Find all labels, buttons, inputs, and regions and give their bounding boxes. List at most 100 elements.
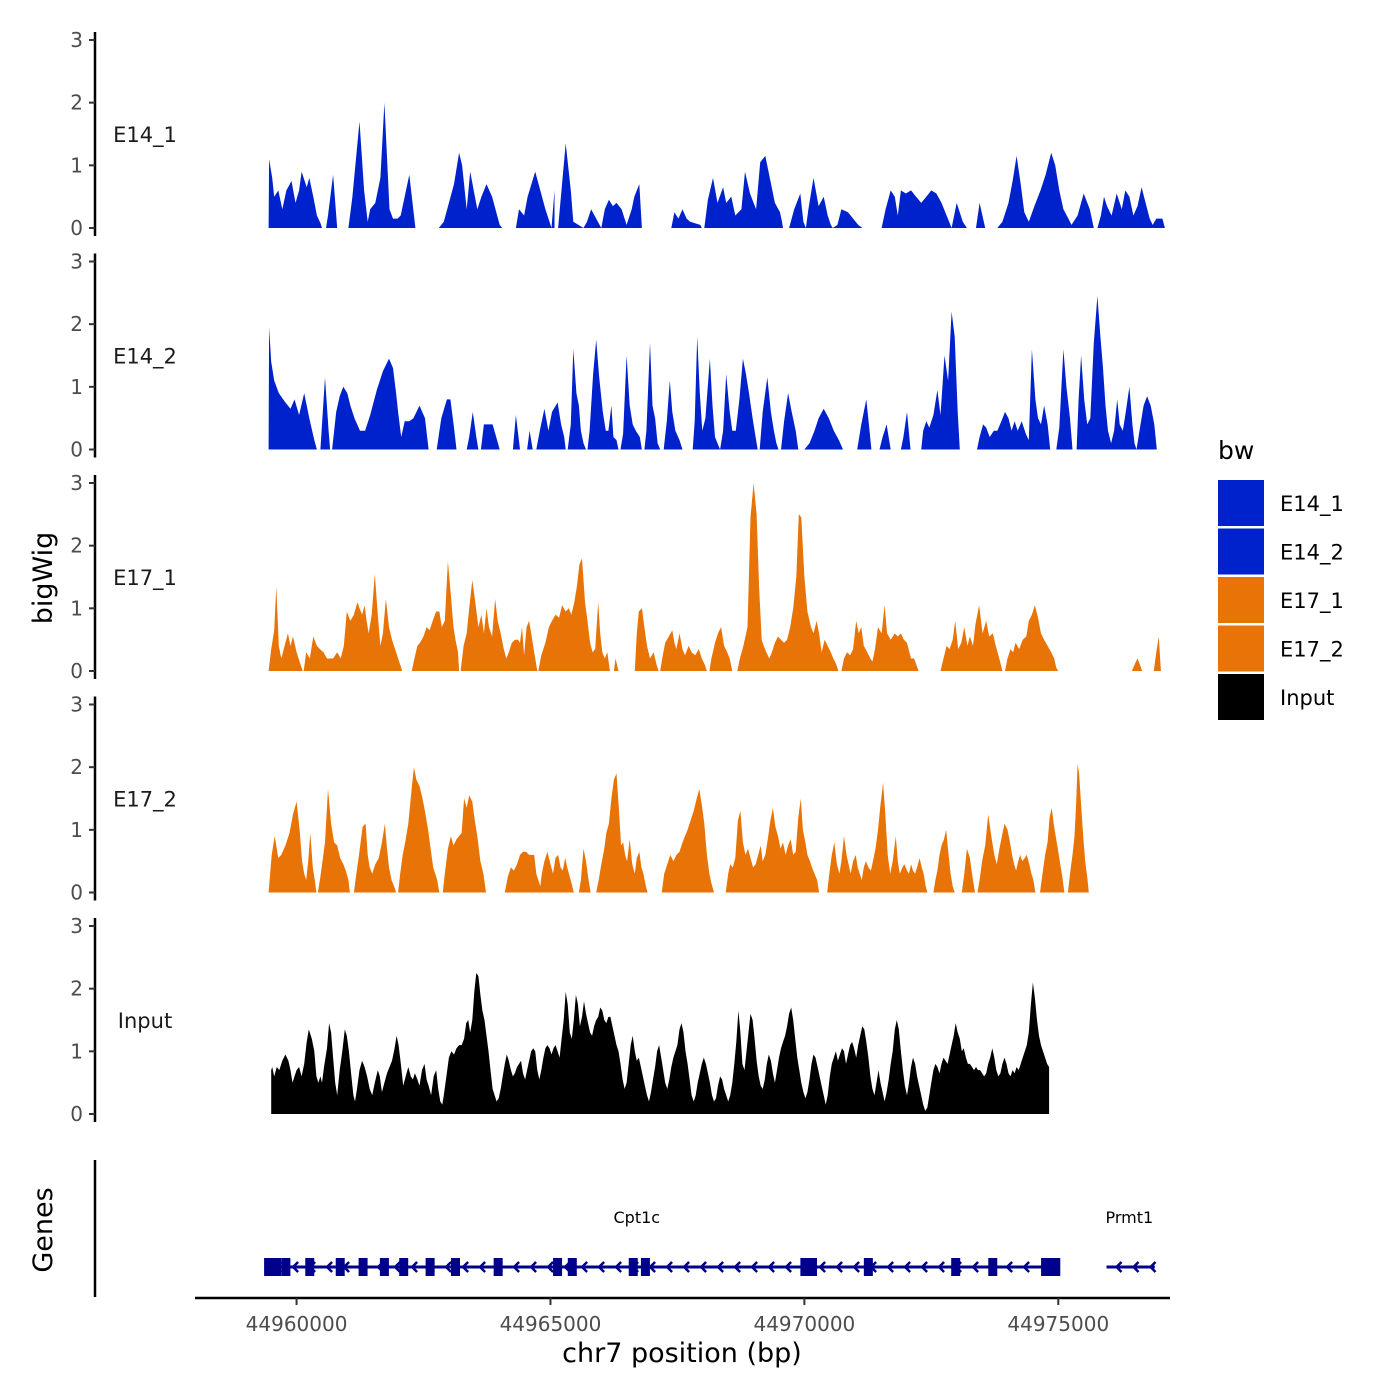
strand-arrow-icon [665,1261,673,1273]
strand-arrow-icon [886,1261,894,1273]
legend-label: E17_1 [1280,589,1344,614]
legend-title: bw [1218,436,1254,465]
strand-arrow-icon [1148,1261,1157,1273]
coverage-area-e14-2 [268,296,1157,450]
strand-arrow-icon [529,1261,537,1273]
strand-arrow-icon [716,1261,724,1273]
track-e14-1: 0 1 2 3 E14_1 [70,28,1165,240]
track-e17-1: 0 1 2 3 E17_1 [70,471,1161,683]
strand-arrow-icon [1114,1261,1123,1273]
genes-axis-title: Genes [28,1187,59,1272]
exon-block [358,1258,368,1276]
y-tick-label: 3 [70,693,83,717]
y-tick-label: 0 [70,659,83,683]
strand-arrow-icon [614,1261,622,1273]
legend-swatch [1218,528,1264,575]
track-label: E17_2 [113,788,177,813]
legend-swatch [1218,625,1264,672]
exon-block [553,1258,563,1276]
coverage-area-e17-2 [268,764,1089,893]
strand-arrow-icon [461,1261,469,1273]
y-tick-label: 2 [70,91,83,115]
exon-block [305,1258,315,1276]
strand-arrow-icon [1022,1261,1030,1273]
y-tick-label: 3 [70,471,83,495]
coverage-tracks: 0 1 2 3 E14_1 0 1 2 3 E14_2 0 1 2 3 E17_1 0 1 2 3 E17_2 0 1 2 3… [70,28,1165,1126]
y-tick-label: 0 [70,1102,83,1126]
strand-arrow-icon [699,1261,707,1273]
y-tick-label: 1 [70,596,83,620]
track-label: E17_1 [113,566,177,591]
exon-block [988,1258,998,1276]
legend-entry-input: Input [1218,674,1334,720]
strand-arrow-icon [852,1261,860,1273]
exon-block [264,1258,281,1276]
strand-arrow-icon [818,1261,826,1273]
coverage-area-e14-1 [268,102,1165,228]
x-tick-label: 44965000 [500,1312,602,1336]
exon-block [863,1258,873,1276]
legend-swatch [1218,480,1264,526]
legend: bw E14_1 E14_2 E17_1 E17_2 Input [1218,436,1344,720]
legend-label: E14_1 [1280,492,1344,517]
strand-arrow-icon [937,1261,945,1273]
track-input: 0 1 2 3 Input [70,914,1050,1126]
exon-block [951,1258,961,1276]
track-label: E14_2 [113,345,177,370]
y-tick-label: 3 [70,28,83,52]
exon-block [399,1258,409,1276]
genes-track: Cpt1c Prmt1 [93,1160,1157,1297]
exon-block [807,1258,817,1276]
exon-block [493,1258,503,1276]
x-tick-label: 44970000 [753,1312,855,1336]
exon-block [800,1258,810,1276]
strand-arrow-icon [1131,1261,1140,1273]
exon-block [335,1258,345,1276]
strand-arrow-icon [410,1261,418,1273]
coverage-area-input [271,973,1050,1114]
legend-label: Input [1280,686,1334,710]
strand-arrow-icon [512,1261,520,1273]
strand-arrow-icon [393,1261,401,1273]
strand-arrow-icon [733,1261,741,1273]
y-tick-label: 3 [70,250,83,274]
legend-entry-e17-2: E17_2 [1218,625,1344,672]
x-tick-label: 44960000 [246,1312,348,1336]
y-tick-label: 0 [70,438,83,462]
gene-prmt1: Prmt1 [1106,1208,1157,1273]
strand-arrow-icon [920,1261,928,1273]
gene-cpt1c: Cpt1c [265,1208,1059,1276]
y-tick-label: 0 [70,881,83,905]
y-tick-label: 1 [70,375,83,399]
exon-block [281,1258,291,1276]
track-label: Input [118,1009,172,1033]
exon-block [451,1258,460,1276]
strand-arrow-icon [478,1261,486,1273]
legend-label: E17_2 [1280,638,1344,663]
strand-arrow-icon [750,1261,758,1273]
track-label: E14_1 [113,123,177,148]
y-tick-label: 2 [70,755,83,779]
strand-arrow-icon [1005,1261,1013,1273]
y-tick-label: 3 [70,914,83,938]
legend-swatch [1218,577,1264,623]
exon-block [640,1258,650,1276]
x-tick-label: 44975000 [1007,1312,1109,1336]
y-tick-label: 2 [70,534,83,558]
x-axis: 44960000 44965000 44970000 44975000 [195,1296,1170,1336]
strand-arrow-icon [546,1261,554,1273]
legend-label: E14_2 [1280,541,1344,566]
strand-arrow-icon [835,1261,843,1273]
strand-arrow-icon [597,1261,605,1273]
gene-label: Cpt1c [614,1208,661,1227]
exon-block [567,1258,577,1276]
y-tick-label: 2 [70,312,83,336]
strand-arrow-icon [784,1261,792,1273]
strand-arrow-icon [325,1261,333,1273]
exon-block [628,1258,638,1276]
y-tick-label: 1 [70,818,83,842]
strand-arrow-icon [971,1261,979,1273]
y-axis-title: bigWig [28,532,59,625]
strand-arrow-icon [444,1261,452,1273]
